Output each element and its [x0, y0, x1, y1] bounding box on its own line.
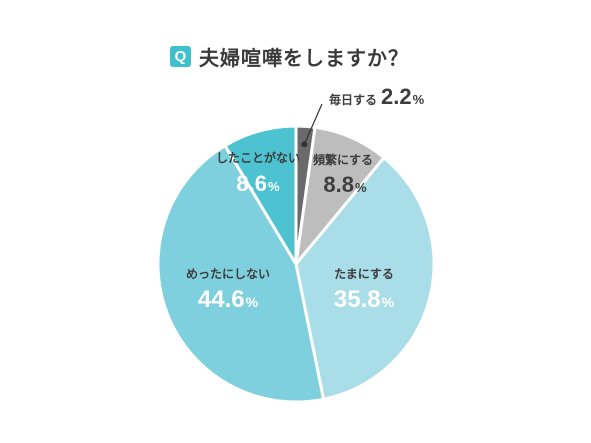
- question-badge: Q: [170, 46, 191, 67]
- question-text: 夫婦喧嘩をしますか？: [199, 46, 409, 70]
- slice-value: 35.8%: [334, 286, 395, 313]
- chart-title: Q 夫婦喧嘩をしますか？: [170, 42, 409, 71]
- pie-labels: 毎日する 2.2% 頻繁にする 8.8% たまにする 35.8% めったにしない 44.6% し…: [186, 84, 425, 313]
- slice-label: 毎日する: [329, 92, 377, 107]
- slice-value: 44.6%: [198, 286, 259, 313]
- pie-slices: [156, 124, 436, 404]
- slice-label: したことがない: [216, 150, 300, 165]
- leader-line: [303, 103, 323, 145]
- slice-value: 2.2%: [381, 84, 425, 109]
- slice-label: めったにしない: [186, 267, 270, 281]
- slice-value: 8.8%: [323, 172, 367, 197]
- slice-label: 頻繁にする: [313, 152, 373, 167]
- pie-slice: [156, 144, 326, 404]
- pie-slice: [223, 124, 298, 266]
- pie-slice: [294, 156, 436, 401]
- slice-label: たまにする: [334, 267, 394, 281]
- slice-value: 8.6%: [236, 171, 280, 196]
